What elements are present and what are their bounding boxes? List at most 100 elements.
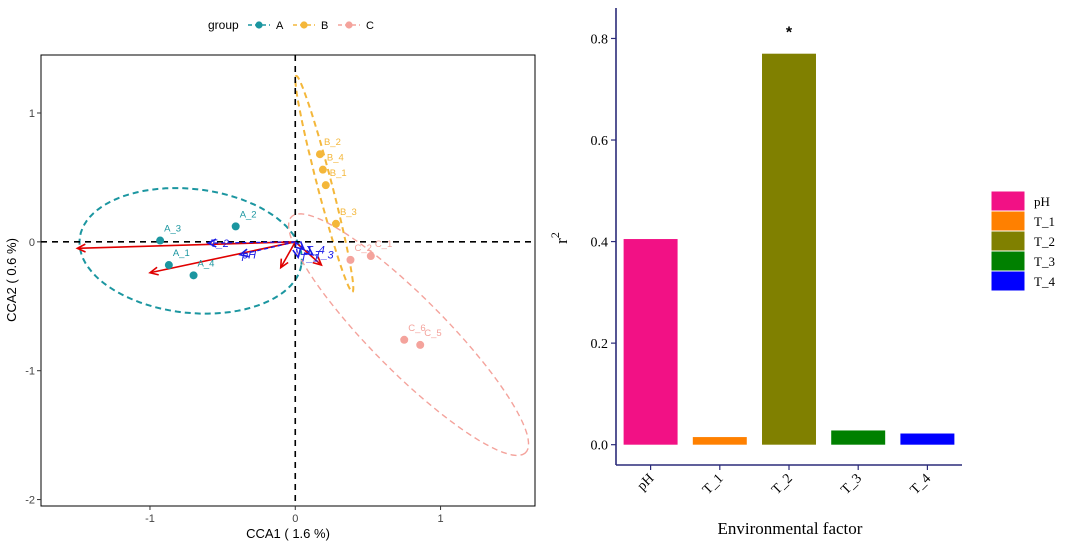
cca-legend: group A B C [208, 18, 374, 32]
arrow-shaft-6 [294, 241, 299, 258]
legend-key-pH [990, 190, 1026, 212]
point-label-A_3: A_3 [164, 224, 181, 235]
arrow-shaft-5 [280, 241, 296, 269]
point-B_4 [318, 165, 327, 174]
point-A_1 [164, 261, 173, 270]
x-axis-title: Environmental factor [718, 519, 863, 538]
legend-key-T_3 [990, 250, 1026, 272]
bar-T_1 [692, 437, 747, 445]
arrow-label-T_4: T_4 [306, 245, 325, 257]
bar-T_4 [900, 433, 955, 445]
x-tick-label: 0 [292, 513, 298, 525]
arrow-head-0 [75, 243, 86, 253]
point-B_2 [315, 150, 324, 159]
point-A_3 [156, 236, 165, 245]
y-tick-label: 0.6 [591, 134, 609, 149]
y-axis-title: CCA2 ( 0.6 %) [4, 238, 19, 322]
point-C_6 [400, 335, 409, 344]
legend-key-T_1 [990, 210, 1026, 232]
legend-label-B: B [321, 20, 328, 32]
x-tick-label-T_4: T_4 [908, 471, 935, 498]
point-A_4 [189, 271, 198, 280]
legend-key-dot-B [300, 21, 308, 29]
arrow-shaft-8 [294, 241, 305, 251]
x-tick-label-pH: pH [635, 471, 658, 494]
arrow-head-2 [238, 248, 250, 258]
point-C_1 [366, 252, 375, 261]
x-tick-label-T_2: T_2 [769, 471, 796, 498]
point-label-C_5: C_5 [424, 328, 441, 339]
legend-key-dot-A [255, 21, 263, 29]
arrow-head-5 [279, 258, 289, 270]
environment-arrows: pH T_2 T_1T_3T_4 [75, 238, 335, 276]
point-label-C_1: C_1 [375, 239, 392, 250]
legend-label-A: A [276, 20, 284, 32]
arrow-label-pH: pH [241, 250, 256, 262]
point-label-A_4: A_4 [198, 258, 215, 269]
x-tick-label: 1 [437, 513, 443, 525]
bar-T_3 [831, 430, 886, 445]
x-tick-label: -1 [145, 513, 155, 525]
cca-axis-ticks: -1 0 1 -2 -1 0 1 [25, 108, 443, 525]
bar-series: * [623, 25, 955, 445]
bar-pH [623, 239, 678, 445]
bar-legend: pH T_1 T_2 T_3 T_4 [990, 190, 1055, 292]
point-label-C_2: C_2 [354, 243, 371, 254]
group-ellipses [78, 74, 530, 457]
legend-label-T_2: T_2 [1034, 234, 1055, 249]
cca-panel: group A B C pH T_2 T_1T_3T_4 A_2 A_3 A_1 A_4 B_2… [4, 18, 536, 541]
y-tick-label: -2 [25, 495, 35, 507]
y-tick-label: -1 [25, 366, 35, 378]
bar-T_2 [762, 53, 816, 445]
x-tick-label-T_1: T_1 [700, 471, 727, 498]
y-tick-label: 0.2 [591, 337, 609, 352]
x-axis-title: CCA1 ( 1.6 %) [246, 526, 330, 541]
y-axis-title: r2 [548, 232, 571, 244]
arrow-label-T_2: T_2 [210, 238, 229, 250]
point-C_5 [416, 340, 425, 349]
legend-key-T_4 [990, 270, 1026, 292]
legend-label-T_4: T_4 [1034, 274, 1055, 289]
point-B_3 [331, 219, 340, 228]
arrow-head-6 [292, 248, 302, 260]
y-tick-label: 0.4 [591, 236, 609, 251]
arrow-head-7 [303, 246, 315, 256]
arrow-shaft-2 [239, 241, 296, 256]
legend-label-C: C [366, 20, 374, 32]
ellipse-group-C [287, 213, 530, 457]
point-label-B_4: B_4 [327, 153, 344, 164]
arrow-head-1 [148, 266, 159, 276]
point-A_2 [231, 222, 240, 231]
ellipse-group-B [294, 74, 355, 293]
significance-marker-T_2: * [786, 25, 793, 42]
y-tick-label: 0.8 [591, 32, 609, 47]
point-label-C_6: C_6 [408, 323, 425, 334]
point-label-A_1: A_1 [173, 248, 190, 259]
point-label-A_2: A_2 [240, 209, 257, 220]
x-tick-label-T_3: T_3 [838, 471, 865, 498]
legend-title: group [208, 18, 239, 32]
arrow-head-4 [312, 256, 323, 267]
arrow-label-T_3: T_3 [315, 250, 335, 262]
point-label-B_2: B_2 [324, 137, 341, 148]
plot-frame [40, 54, 536, 507]
legend-key-T_2 [990, 230, 1026, 252]
arrow-head-8 [295, 240, 306, 251]
arrow-head-3 [206, 238, 217, 248]
sample-points: A_2 A_3 A_1 A_4 B_2 B_4 B_1 B_3 C_2 C_1 C_6C_5 [156, 137, 442, 349]
y-axis-title-group: r2 [548, 232, 571, 244]
ellipse-group-A [78, 187, 303, 315]
bar-panel: * 0.0 0.2 0.4 0.6 0.8 pH T_1 T_2 T_3 T_4 Environm… [548, 8, 1055, 538]
legend-label-pH: pH [1034, 194, 1050, 209]
zero-reference-lines [41, 55, 535, 506]
y-tick-label: 0.0 [591, 439, 609, 454]
arrow-label-T_1: T_1 [300, 252, 319, 264]
point-label-B_1: B_1 [330, 168, 347, 179]
legend-label-T_3: T_3 [1034, 254, 1055, 269]
y-tick-label: 0 [29, 237, 35, 249]
legend-label-T_1: T_1 [1034, 214, 1055, 229]
arrow-shaft-3 [208, 241, 296, 244]
legend-key-dot-C [345, 21, 353, 29]
point-C_2 [346, 255, 355, 264]
